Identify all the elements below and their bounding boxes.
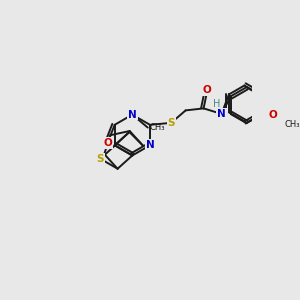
Text: O: O	[103, 138, 112, 148]
Text: CH₃: CH₃	[285, 120, 300, 129]
Text: H: H	[213, 99, 221, 110]
Text: S: S	[97, 154, 104, 164]
Text: O: O	[203, 85, 212, 95]
Text: O: O	[268, 110, 277, 120]
Text: N: N	[217, 109, 226, 119]
Text: N: N	[128, 110, 137, 120]
Text: CH₃: CH₃	[149, 123, 164, 132]
Text: N: N	[146, 140, 154, 150]
Text: S: S	[167, 118, 175, 128]
